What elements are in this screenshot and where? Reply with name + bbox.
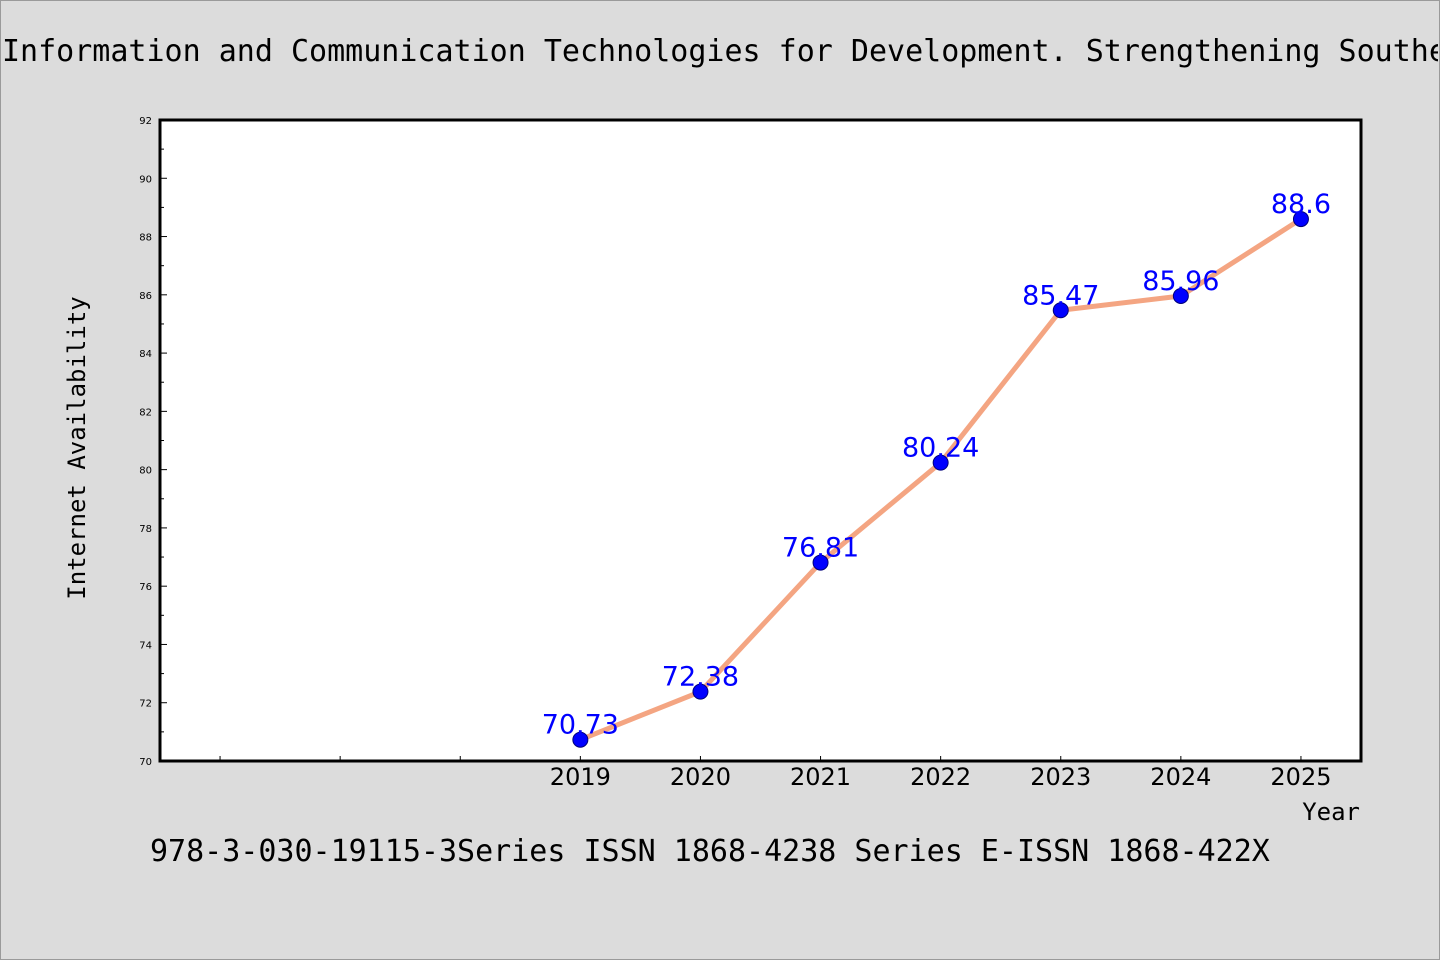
y-tick-label: 74 — [139, 640, 152, 651]
x-tick-label: 2023 — [1030, 763, 1091, 791]
x-axis-ticks: 2019 2020 2021 2022 2023 2024 2025 — [219, 756, 1331, 791]
y-tick-label: 76 — [139, 582, 152, 593]
data-label: 88.6 — [1271, 189, 1331, 220]
plot-area — [158, 118, 1363, 763]
y-tick-label: 90 — [139, 174, 152, 185]
x-tick-label: 2019 — [550, 763, 611, 791]
data-label: 70.73 — [542, 710, 619, 741]
data-label: 80.24 — [902, 433, 979, 464]
data-point — [572, 731, 589, 748]
chart-title: Information and Communication Technologi… — [2, 34, 1438, 69]
y-tick-label: 92 — [139, 116, 152, 127]
y-tick-label: 86 — [139, 291, 152, 302]
y-tick-label: 84 — [139, 349, 152, 360]
y-axis-label: Internet Availability — [63, 296, 91, 599]
y-tick-label: 88 — [139, 233, 152, 244]
data-point — [1052, 302, 1069, 319]
y-tick-label: 70 — [139, 757, 152, 768]
data-label: 85.47 — [1022, 280, 1099, 311]
x-tick-label: 2022 — [910, 763, 971, 791]
data-point — [932, 454, 949, 471]
data-label: 76.81 — [782, 533, 859, 564]
y-tick-label: 72 — [139, 699, 152, 710]
x-tick-label: 2021 — [790, 763, 851, 791]
data-point — [1292, 211, 1309, 228]
data-label: 85.96 — [1142, 266, 1219, 297]
x-tick-label: 2024 — [1150, 763, 1211, 791]
data-point — [692, 683, 709, 700]
y-axis-ticks: 70 72 74 76 78 80 82 84 86 88 90 92 — [139, 116, 167, 768]
x-axis-label: Year — [1302, 798, 1360, 826]
y-tick-label: 82 — [139, 407, 152, 418]
data-point — [1172, 287, 1189, 304]
data-point — [812, 554, 829, 571]
y-tick-label: 80 — [139, 466, 152, 477]
data-label: 72.38 — [662, 662, 739, 693]
x-tick-label: 2020 — [670, 763, 731, 791]
x-tick-label: 2025 — [1270, 763, 1331, 791]
series-line-group: 70.73 72.38 76.81 80.24 85.47 85.96 88.6 — [542, 189, 1331, 748]
footer-isbn-text: 978-3-030-19115-3Series ISSN 1868-4238 S… — [150, 834, 1270, 869]
y-tick-label: 78 — [139, 524, 152, 535]
